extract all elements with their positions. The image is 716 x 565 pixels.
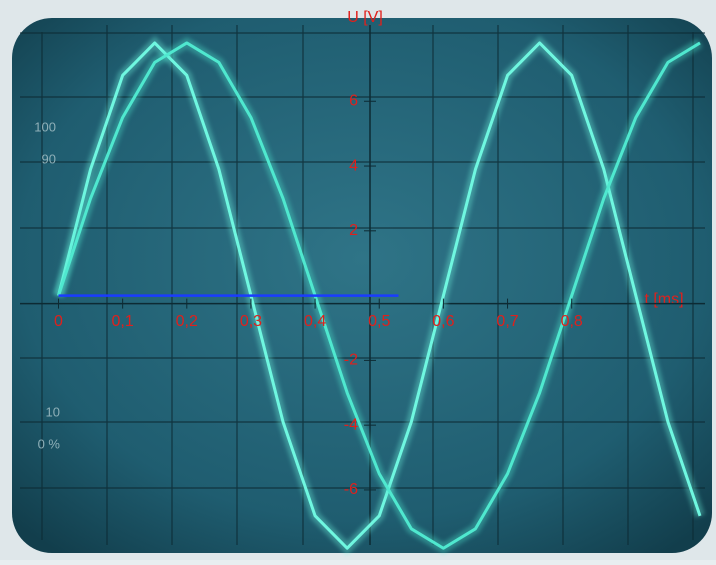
y-tick-label: 2: [349, 222, 358, 239]
x-tick-label: 0,8: [561, 313, 583, 330]
y-axis-title: U [V]: [347, 9, 383, 26]
scope-label: 0 %: [38, 436, 61, 451]
y-tick-label: 6: [349, 92, 358, 109]
y-tick-label: -6: [344, 481, 358, 498]
chart: U [V] t [ms] 100 90 10 0 % 0 0,1 0,2 0,3 0,4 0,5 0…: [0, 0, 716, 560]
scope-label: 100: [34, 119, 56, 134]
x-axis-title: t [ms]: [644, 291, 683, 308]
x-tick-label: 0,4: [304, 313, 326, 330]
scope-label: 10: [46, 404, 60, 419]
x-tick-label: 0,7: [496, 313, 518, 330]
x-tick-label: 0,6: [432, 313, 454, 330]
y-tick-label: 4: [349, 157, 358, 174]
scope-label: 90: [42, 151, 56, 166]
x-tick-label: 0,1: [112, 313, 134, 330]
x-tick-label: 0,3: [240, 313, 262, 330]
page: U [V] t [ms] 100 90 10 0 % 0 0,1 0,2 0,3 0,4 0,5 0…: [0, 0, 716, 560]
y-tick-label: -2: [344, 352, 358, 369]
x-tick-label: 0,2: [176, 313, 198, 330]
y-tick-label: -4: [344, 416, 358, 433]
x-tick-label: 0,5: [368, 313, 390, 330]
x-tick-label: 0: [54, 313, 63, 330]
